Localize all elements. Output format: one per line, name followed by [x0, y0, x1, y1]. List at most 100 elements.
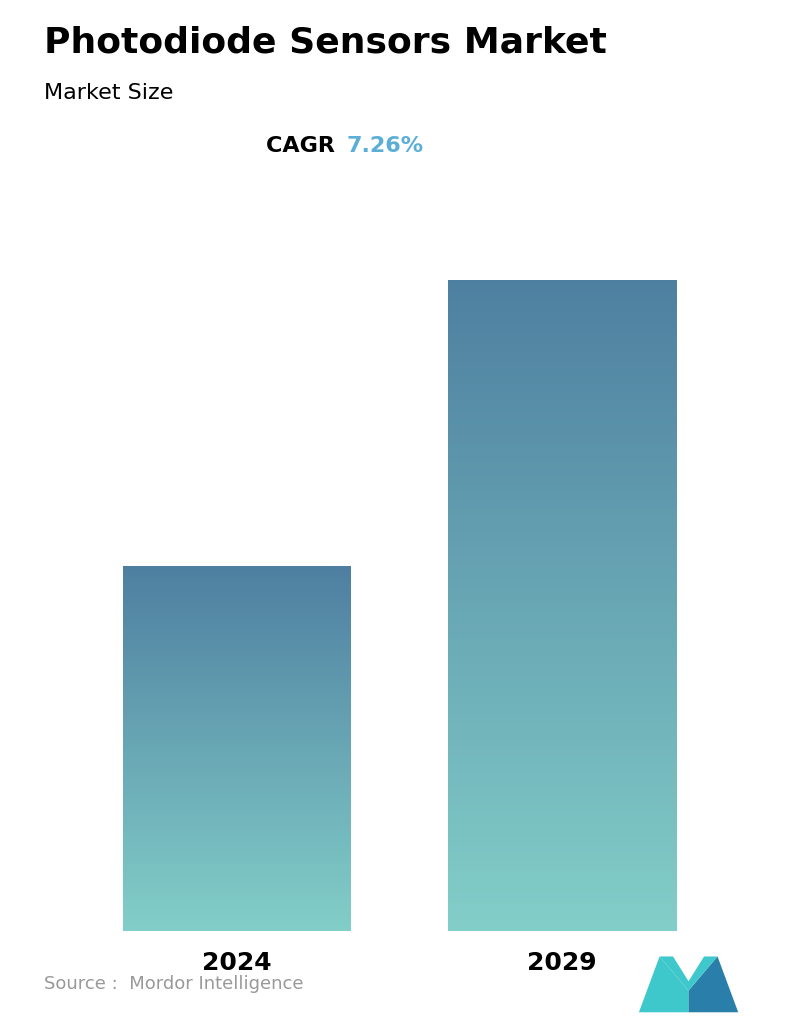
- Bar: [123, 912, 351, 914]
- Bar: [123, 804, 351, 805]
- Bar: [123, 718, 351, 720]
- Bar: [123, 724, 351, 726]
- Bar: [123, 763, 351, 764]
- Bar: [448, 516, 677, 519]
- Bar: [123, 815, 351, 817]
- Bar: [123, 609, 351, 610]
- Bar: [123, 590, 351, 591]
- Bar: [448, 913, 677, 915]
- Bar: [448, 338, 677, 341]
- Bar: [123, 822, 351, 824]
- Bar: [448, 382, 677, 384]
- Bar: [448, 543, 677, 545]
- Bar: [123, 930, 351, 931]
- Bar: [123, 918, 351, 919]
- Bar: [448, 452, 677, 454]
- Bar: [448, 405, 677, 408]
- Bar: [448, 861, 677, 863]
- Bar: [448, 421, 677, 423]
- Bar: [123, 737, 351, 738]
- Bar: [123, 729, 351, 730]
- Bar: [448, 497, 677, 499]
- Bar: [123, 880, 351, 881]
- Bar: [448, 747, 677, 749]
- Bar: [123, 845, 351, 846]
- Bar: [123, 833, 351, 834]
- Bar: [123, 773, 351, 776]
- Bar: [448, 895, 677, 899]
- Bar: [448, 798, 677, 800]
- Bar: [123, 898, 351, 899]
- Bar: [123, 694, 351, 695]
- Bar: [123, 855, 351, 856]
- Bar: [123, 740, 351, 741]
- Bar: [123, 838, 351, 839]
- Bar: [123, 603, 351, 604]
- Bar: [123, 768, 351, 769]
- Bar: [448, 462, 677, 464]
- Bar: [448, 506, 677, 508]
- Bar: [123, 818, 351, 819]
- Bar: [448, 514, 677, 516]
- Bar: [448, 601, 677, 603]
- Bar: [123, 875, 351, 876]
- Bar: [123, 612, 351, 613]
- Bar: [123, 794, 351, 796]
- Bar: [448, 445, 677, 447]
- Bar: [123, 796, 351, 797]
- Bar: [448, 744, 677, 747]
- Bar: [448, 436, 677, 438]
- Bar: [448, 656, 677, 658]
- Bar: [123, 666, 351, 667]
- Bar: [448, 772, 677, 774]
- Bar: [123, 878, 351, 880]
- Bar: [123, 730, 351, 731]
- Bar: [448, 779, 677, 781]
- Bar: [123, 707, 351, 708]
- Bar: [448, 494, 677, 497]
- Bar: [448, 579, 677, 581]
- Bar: [448, 349, 677, 352]
- Bar: [123, 722, 351, 723]
- Bar: [123, 629, 351, 630]
- Bar: [448, 804, 677, 807]
- Bar: [448, 846, 677, 848]
- Bar: [448, 314, 677, 316]
- Bar: [123, 713, 351, 714]
- Bar: [448, 666, 677, 668]
- Bar: [123, 677, 351, 678]
- Bar: [448, 632, 677, 634]
- Bar: [448, 328, 677, 330]
- Bar: [123, 699, 351, 700]
- Bar: [448, 375, 677, 377]
- Bar: [448, 777, 677, 779]
- Bar: [448, 605, 677, 608]
- Bar: [123, 916, 351, 917]
- Bar: [448, 850, 677, 852]
- Bar: [448, 608, 677, 610]
- Bar: [448, 788, 677, 790]
- Bar: [123, 659, 351, 660]
- Bar: [123, 846, 351, 847]
- Bar: [448, 753, 677, 755]
- Bar: [448, 822, 677, 824]
- Bar: [448, 458, 677, 460]
- Bar: [123, 649, 351, 650]
- Bar: [448, 540, 677, 543]
- Bar: [448, 545, 677, 547]
- Bar: [448, 551, 677, 553]
- Bar: [448, 699, 677, 701]
- Bar: [448, 583, 677, 586]
- Bar: [123, 832, 351, 833]
- Bar: [448, 833, 677, 835]
- Bar: [123, 888, 351, 889]
- Bar: [448, 616, 677, 618]
- Bar: [123, 905, 351, 907]
- Bar: [448, 620, 677, 622]
- Bar: [448, 567, 677, 569]
- Bar: [448, 559, 677, 561]
- Bar: [448, 387, 677, 389]
- Bar: [448, 816, 677, 818]
- Bar: [448, 401, 677, 403]
- Bar: [448, 731, 677, 733]
